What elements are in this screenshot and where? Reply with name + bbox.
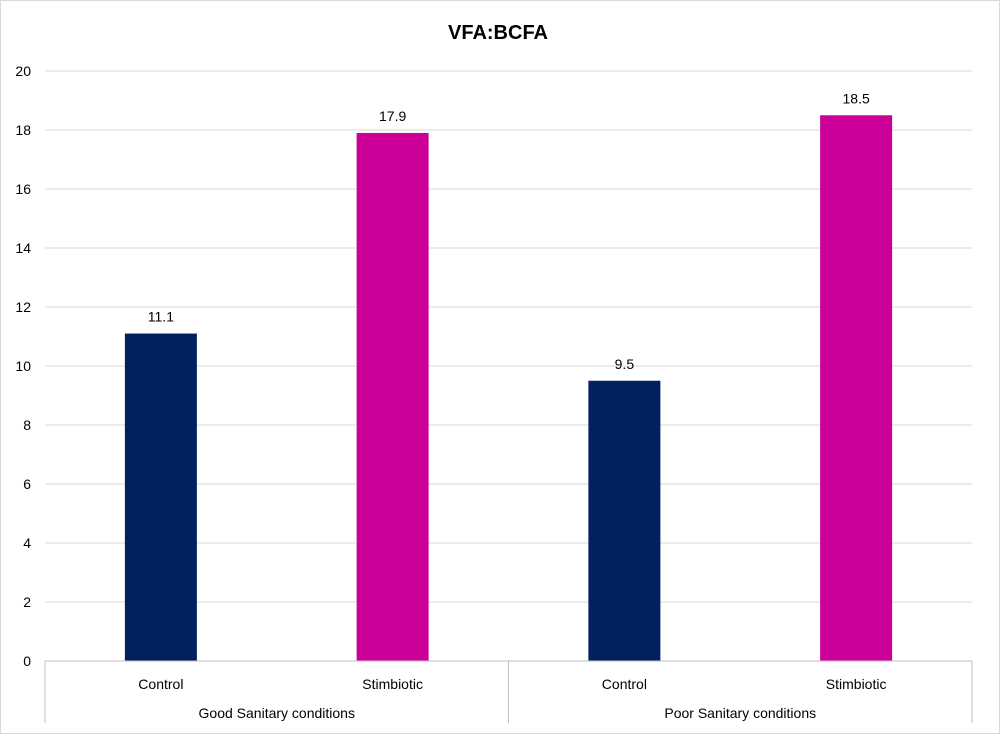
data-label: 9.5 xyxy=(615,356,635,372)
chart-title: VFA:BCFA xyxy=(448,22,548,44)
y-tick-label: 18 xyxy=(15,122,31,138)
y-axis: 0 2 4 6 8 10 12 14 16 18 20 xyxy=(15,63,31,669)
bar-2-control xyxy=(588,380,661,661)
y-tick-label: 4 xyxy=(23,535,31,551)
bar-1-stimbiotic xyxy=(356,132,429,661)
x-category-label: Control xyxy=(602,676,647,692)
y-tick-label: 6 xyxy=(23,476,31,492)
y-tick-label: 14 xyxy=(15,240,31,256)
y-tick-label: 16 xyxy=(15,181,31,197)
data-label: 17.9 xyxy=(379,108,406,124)
data-label: 18.5 xyxy=(843,90,870,106)
x-category-label: Stimbiotic xyxy=(362,676,423,692)
x-axis: Control Stimbiotic Good Sanitary condition… xyxy=(44,660,973,723)
x-group-label: Good Sanitary conditions xyxy=(199,705,355,721)
y-tick-label: 2 xyxy=(23,594,31,610)
bars: 11.1 17.9 9.5 18.5 xyxy=(124,90,893,661)
x-category-label: Control xyxy=(138,676,183,692)
x-category-label: Stimbiotic xyxy=(826,676,887,692)
y-tick-label: 20 xyxy=(15,63,31,79)
y-tick-label: 8 xyxy=(23,417,31,433)
y-tick-label: 12 xyxy=(15,299,31,315)
bar-2-stimbiotic xyxy=(820,115,893,661)
bar-1-control xyxy=(124,333,197,661)
gridlines xyxy=(45,70,972,603)
y-tick-label: 10 xyxy=(15,358,31,374)
data-label: 11.1 xyxy=(148,309,174,325)
x-group-label: Poor Sanitary conditions xyxy=(664,705,816,721)
y-tick-label: 0 xyxy=(23,653,31,669)
